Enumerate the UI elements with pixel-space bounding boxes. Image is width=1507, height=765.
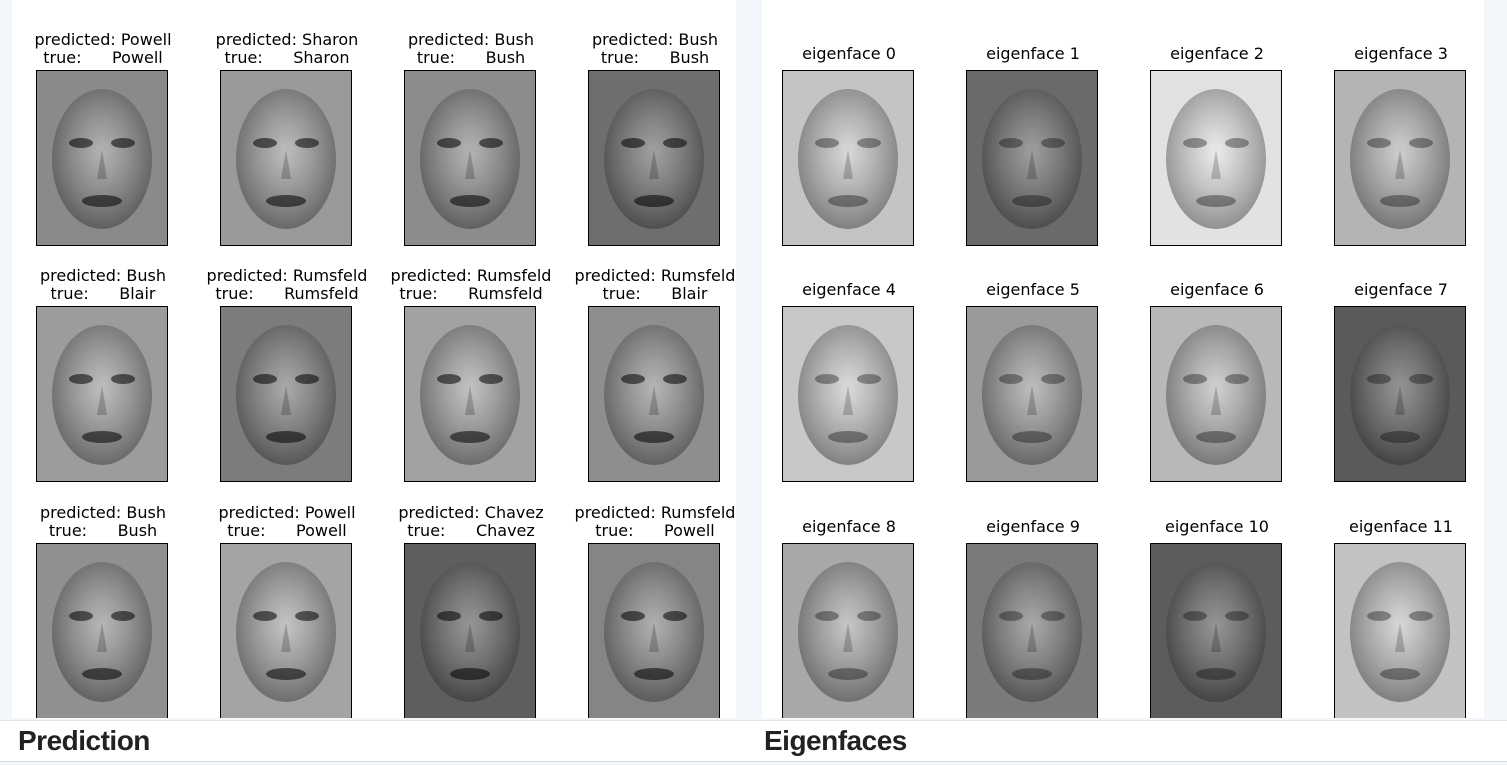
eigenface-image	[782, 306, 914, 482]
face-photo	[36, 70, 168, 246]
face-caption: predicted: Bush true: Bush	[344, 31, 598, 67]
eigenface-image	[966, 543, 1098, 718]
eigenface-label: eigenface 2	[1170, 44, 1264, 63]
face-caption: eigenface 3	[1274, 45, 1484, 63]
predicted-label: predicted: Rumsfeld	[206, 266, 368, 285]
eigenface-image	[1334, 543, 1466, 718]
true-label: true: Bush	[48, 521, 158, 540]
face-photo	[588, 70, 720, 246]
face-caption: predicted: Rumsfeld true: Powell	[528, 504, 736, 540]
eigenface-label: eigenface 9	[986, 517, 1080, 536]
true-label: true: Powell	[227, 521, 347, 540]
face-photo	[588, 306, 720, 482]
face-caption: eigenface 0	[762, 45, 976, 63]
face-caption: eigenface 6	[1090, 281, 1344, 299]
true-label: true: Bush	[416, 48, 526, 67]
predicted-label: predicted: Rumsfeld	[390, 266, 552, 285]
face-photo	[220, 70, 352, 246]
face-caption: predicted: Chavez true: Chavez	[344, 504, 598, 540]
true-label: true: Powell	[595, 521, 715, 540]
face-photo	[404, 543, 536, 718]
face-photo	[588, 543, 720, 718]
face-caption: eigenface 7	[1274, 281, 1484, 299]
eigenface-label: eigenface 3	[1354, 44, 1448, 63]
true-label: true: Bush	[600, 48, 710, 67]
true-label: true: Rumsfeld	[399, 284, 543, 303]
eigenface-image	[782, 543, 914, 718]
face-caption: predicted: Powell true: Powell	[160, 504, 414, 540]
predicted-label: predicted: Powell	[218, 503, 356, 522]
eigenface-label: eigenface 4	[802, 280, 896, 299]
face-caption: eigenface 5	[906, 281, 1160, 299]
face-caption: predicted: Powell true: Powell	[12, 31, 230, 67]
predicted-label: predicted: Bush	[408, 30, 534, 49]
true-label: true: Blair	[602, 284, 708, 303]
face-caption: eigenface 10	[1090, 518, 1344, 536]
true-label: true: Powell	[43, 48, 163, 67]
eigenface-image	[1150, 70, 1282, 246]
eigenface-image	[966, 306, 1098, 482]
footer-bar: Prediction Eigenfaces	[0, 720, 1507, 762]
eigenface-label: eigenface 0	[802, 44, 896, 63]
eigenface-image	[1150, 543, 1282, 718]
face-photo	[220, 543, 352, 718]
predicted-label: predicted: Sharon	[215, 30, 359, 49]
face-caption: predicted: Sharon true: Sharon	[160, 31, 414, 67]
eigenface-image	[1150, 306, 1282, 482]
face-photo	[404, 306, 536, 482]
predicted-label: predicted: Rumsfeld	[574, 266, 736, 285]
face-caption: eigenface 8	[762, 518, 976, 536]
face-caption: eigenface 4	[762, 281, 976, 299]
face-photo	[36, 543, 168, 718]
eigenface-image	[1334, 306, 1466, 482]
predicted-label: predicted: Chavez	[398, 503, 544, 522]
eigenface-label: eigenface 5	[986, 280, 1080, 299]
predicted-label: predicted: Powell	[34, 30, 172, 49]
true-label: true: Sharon	[224, 48, 350, 67]
face-caption: predicted: Rumsfeld true: Blair	[528, 267, 736, 303]
eigenface-label: eigenface 8	[802, 517, 896, 536]
eigenface-label: eigenface 11	[1349, 517, 1453, 536]
eigenface-image	[782, 70, 914, 246]
face-caption: predicted: Rumsfeld true: Rumsfeld	[160, 267, 414, 303]
face-photo	[404, 70, 536, 246]
face-photo	[36, 306, 168, 482]
face-caption: predicted: Bush true: Blair	[12, 267, 230, 303]
prediction-title: Prediction	[18, 725, 150, 756]
predicted-label: predicted: Bush	[40, 503, 166, 522]
eigenface-label: eigenface 1	[986, 44, 1080, 63]
eigenface-image	[1334, 70, 1466, 246]
face-caption: predicted: Bush true: Bush	[528, 31, 736, 67]
face-caption: predicted: Rumsfeld true: Rumsfeld	[344, 267, 598, 303]
true-label: true: Blair	[50, 284, 156, 303]
face-caption: eigenface 11	[1274, 518, 1484, 536]
face-photo	[220, 306, 352, 482]
predicted-label: predicted: Bush	[592, 30, 718, 49]
face-caption: eigenface 2	[1090, 45, 1344, 63]
predicted-label: predicted: Bush	[40, 266, 166, 285]
eigenfaces-panel: eigenface 0 eigenface 1 eigenface 2 eigenfa…	[762, 0, 1484, 718]
true-label: true: Rumsfeld	[215, 284, 359, 303]
eigenface-image	[966, 70, 1098, 246]
face-caption: predicted: Bush true: Bush	[12, 504, 230, 540]
prediction-panel: predicted: Powell true: Powell predicted: …	[12, 0, 736, 718]
eigenfaces-title: Eigenfaces	[764, 725, 907, 756]
true-label: true: Chavez	[407, 521, 535, 540]
face-caption: eigenface 9	[906, 518, 1160, 536]
eigenface-label: eigenface 7	[1354, 280, 1448, 299]
eigenface-label: eigenface 6	[1170, 280, 1264, 299]
eigenface-label: eigenface 10	[1165, 517, 1269, 536]
predicted-label: predicted: Rumsfeld	[574, 503, 736, 522]
face-caption: eigenface 1	[906, 45, 1160, 63]
